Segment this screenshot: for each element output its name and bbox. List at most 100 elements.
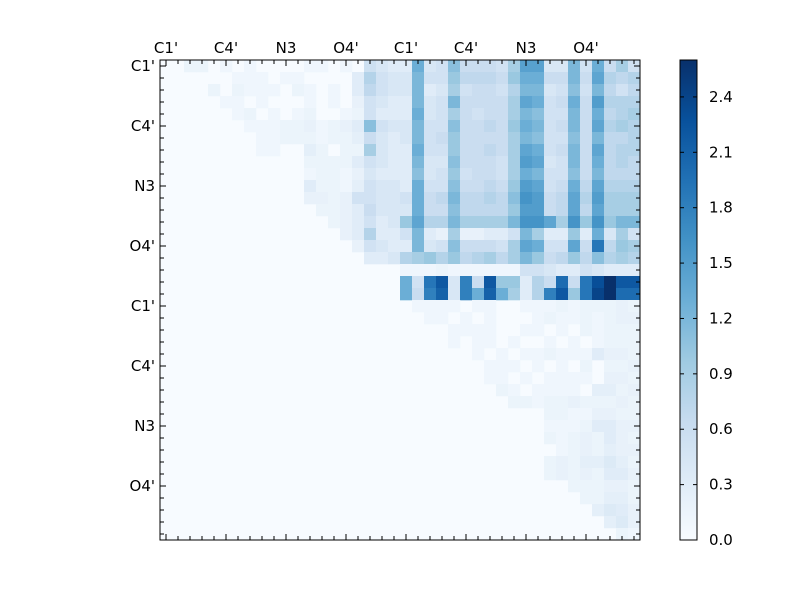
heatmap-cell [580,372,593,385]
heatmap-cell [604,324,617,337]
heatmap-cell [580,276,593,289]
heatmap-cell [568,84,581,97]
heatmap-cell [244,120,257,133]
heatmap-cell [376,60,389,73]
heatmap-cell [604,204,617,217]
heatmap-cell [580,168,593,181]
heatmap-cell [580,348,593,361]
heatmap-cell [376,156,389,169]
heatmap-cell [268,120,281,133]
heatmap-cell [532,300,545,313]
heatmap-cell [628,108,641,121]
heatmap-cell [232,96,245,109]
heatmap-cell [304,192,317,205]
y-tick-label: N3 [134,417,155,435]
heatmap-cell [424,156,437,169]
heatmap-cell [556,156,569,169]
x-tick-label: C4' [454,39,478,57]
heatmap-cell [424,252,437,265]
heatmap-cell [448,252,461,265]
heatmap-cell [436,192,449,205]
heatmap-cell [556,396,569,409]
heatmap-cell [448,216,461,229]
heatmap-cell [316,60,329,73]
heatmap-cell [484,84,497,97]
heatmap-cell [544,168,557,181]
heatmap-cell [544,288,557,301]
heatmap-cell [520,156,533,169]
heatmap-cell [352,108,365,121]
heatmap-cell [568,72,581,85]
heatmap-cell [580,60,593,73]
heatmap-cell [376,96,389,109]
heatmap-cell [604,516,617,529]
heatmap-cell [592,108,605,121]
x-tick-label: C4' [214,39,238,57]
heatmap-cell [508,156,521,169]
heatmap-cell [508,360,521,373]
heatmap-cell [496,144,509,157]
heatmap-cell [400,240,413,253]
heatmap-cell [508,180,521,193]
heatmap-cell [628,156,641,169]
heatmap-cell [616,396,629,409]
heatmap-cell [448,132,461,145]
heatmap-cell [244,60,257,73]
heatmap-cell [472,228,485,241]
heatmap-cell [616,108,629,121]
heatmap-cell [424,60,437,73]
heatmap-cell [496,60,509,73]
heatmap-cell [424,132,437,145]
heatmap-cell [388,120,401,133]
heatmap-cell [568,348,581,361]
heatmap-cell [568,228,581,241]
heatmap-cell [556,420,569,433]
heatmap-cell [556,324,569,337]
x-tick-labels: C1' C4' N3 O4' C1' C4' N3 O4' [154,39,599,57]
heatmap-cell [556,84,569,97]
heatmap-cell [460,264,473,277]
heatmap-cell [556,456,569,469]
heatmap-cell [616,432,629,445]
heatmap-cell [568,264,581,277]
heatmap-cell [604,300,617,313]
heatmap-cell [568,432,581,445]
heatmap-cell [448,240,461,253]
heatmap-cell [580,108,593,121]
heatmap-cell [412,132,425,145]
heatmap-cell [568,180,581,193]
heatmap-cell [508,108,521,121]
heatmap-cell [520,120,533,133]
heatmap-cell [520,288,533,301]
heatmap-cell [364,60,377,73]
heatmap-cell [448,72,461,85]
heatmap-cell [352,72,365,85]
heatmap-cell [604,504,617,517]
heatmap-cell [604,432,617,445]
heatmap-cell [508,288,521,301]
heatmap-cell [592,384,605,397]
heatmap-cell [424,168,437,181]
heatmap-cell [484,300,497,313]
heatmap-cell [388,228,401,241]
heatmap-cell [496,372,509,385]
heatmap-cell [496,216,509,229]
heatmap-cell [520,192,533,205]
heatmap-cell [388,72,401,85]
heatmap-cell [448,84,461,97]
heatmap-cell [604,120,617,133]
heatmap-cell [508,72,521,85]
heatmap-cell [568,192,581,205]
heatmap-cell [544,432,557,445]
heatmap-cell [604,84,617,97]
heatmap-cell [364,240,377,253]
heatmap-cell [424,72,437,85]
heatmap-cell [268,132,281,145]
heatmap-cell [616,252,629,265]
heatmap-cell [604,240,617,253]
heatmap-cell [304,132,317,145]
heatmap-cell [484,120,497,133]
heatmap-cell [328,96,341,109]
heatmap-cell [532,180,545,193]
heatmap-cell [604,312,617,325]
